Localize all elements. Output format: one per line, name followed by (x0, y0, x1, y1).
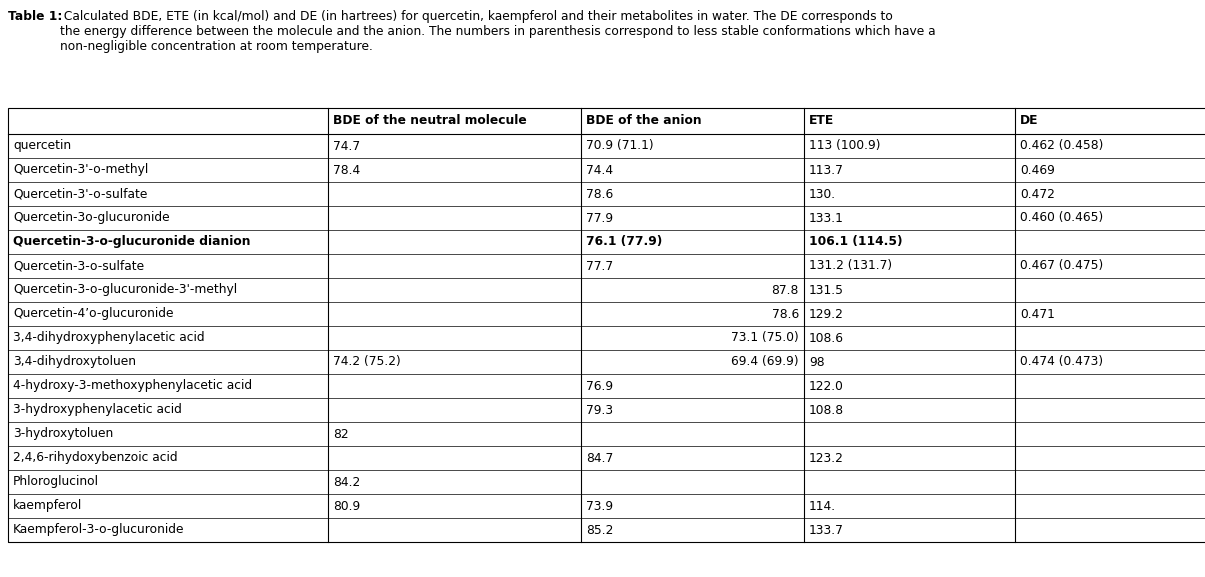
Text: Kaempferol-3-o-glucuronide: Kaempferol-3-o-glucuronide (13, 523, 184, 537)
Text: 114.: 114. (809, 500, 836, 512)
Text: 0.469: 0.469 (1019, 163, 1054, 177)
Text: 122.0: 122.0 (809, 380, 844, 392)
Text: Quercetin-3-o-sulfate: Quercetin-3-o-sulfate (13, 260, 145, 272)
Text: 133.1: 133.1 (809, 212, 844, 224)
Text: 131.2 (131.7): 131.2 (131.7) (809, 260, 892, 272)
Text: 79.3: 79.3 (586, 403, 613, 417)
Text: 0.474 (0.473): 0.474 (0.473) (1019, 355, 1103, 369)
Text: DE: DE (1019, 114, 1039, 128)
Text: 74.4: 74.4 (586, 163, 613, 177)
Text: 85.2: 85.2 (586, 523, 613, 537)
Text: Quercetin-3o-glucuronide: Quercetin-3o-glucuronide (13, 212, 170, 224)
Text: 133.7: 133.7 (809, 523, 844, 537)
Text: 78.6: 78.6 (586, 188, 613, 200)
Text: 98: 98 (809, 355, 824, 369)
Text: 106.1 (114.5): 106.1 (114.5) (809, 235, 903, 249)
Text: 73.1 (75.0): 73.1 (75.0) (731, 332, 799, 344)
Text: 4-hydroxy-3-methoxyphenylacetic acid: 4-hydroxy-3-methoxyphenylacetic acid (13, 380, 252, 392)
Text: 77.7: 77.7 (586, 260, 613, 272)
Text: 77.9: 77.9 (586, 212, 613, 224)
Text: 108.8: 108.8 (809, 403, 845, 417)
Text: 129.2: 129.2 (809, 308, 844, 320)
Text: 3-hydroxyphenylacetic acid: 3-hydroxyphenylacetic acid (13, 403, 182, 417)
Text: 131.5: 131.5 (809, 283, 844, 297)
Text: 3-hydroxytoluen: 3-hydroxytoluen (13, 428, 113, 440)
Text: 82: 82 (333, 428, 348, 440)
Text: 84.7: 84.7 (586, 451, 613, 464)
Text: Quercetin-3-o-glucuronide dianion: Quercetin-3-o-glucuronide dianion (13, 235, 251, 249)
Text: 123.2: 123.2 (809, 451, 844, 464)
Text: 87.8: 87.8 (771, 283, 799, 297)
Text: 108.6: 108.6 (809, 332, 844, 344)
Text: 0.462 (0.458): 0.462 (0.458) (1019, 140, 1104, 152)
Text: Phloroglucinol: Phloroglucinol (13, 475, 99, 489)
Text: ETE: ETE (809, 114, 834, 128)
Text: BDE of the neutral molecule: BDE of the neutral molecule (333, 114, 527, 128)
Text: 3,4-dihydroxytoluen: 3,4-dihydroxytoluen (13, 355, 136, 369)
Text: 76.9: 76.9 (586, 380, 613, 392)
Bar (8, 108, 1205, 542)
Text: 0.460 (0.465): 0.460 (0.465) (1019, 212, 1104, 224)
Text: 69.4 (69.9): 69.4 (69.9) (731, 355, 799, 369)
Text: 78.6: 78.6 (771, 308, 799, 320)
Text: 130.: 130. (809, 188, 836, 200)
Text: 70.9 (71.1): 70.9 (71.1) (586, 140, 653, 152)
Text: 74.7: 74.7 (333, 140, 360, 152)
Text: 73.9: 73.9 (586, 500, 613, 512)
Text: 113.7: 113.7 (809, 163, 844, 177)
Text: 74.2 (75.2): 74.2 (75.2) (333, 355, 401, 369)
Text: 3,4-dihydroxyphenylacetic acid: 3,4-dihydroxyphenylacetic acid (13, 332, 205, 344)
Text: quercetin: quercetin (13, 140, 71, 152)
Text: Calculated BDE, ETE (in kcal/mol) and DE (in hartrees) for quercetin, kaempferol: Calculated BDE, ETE (in kcal/mol) and DE… (60, 10, 935, 53)
Text: 2,4,6-rihydoxybenzoic acid: 2,4,6-rihydoxybenzoic acid (13, 451, 177, 464)
Text: Quercetin-3'-o-sulfate: Quercetin-3'-o-sulfate (13, 188, 147, 200)
Text: 80.9: 80.9 (333, 500, 360, 512)
Text: kaempferol: kaempferol (13, 500, 82, 512)
Text: 113 (100.9): 113 (100.9) (809, 140, 881, 152)
Text: BDE of the anion: BDE of the anion (586, 114, 701, 128)
Text: Quercetin-4’o-glucuronide: Quercetin-4’o-glucuronide (13, 308, 174, 320)
Text: 76.1 (77.9): 76.1 (77.9) (586, 235, 663, 249)
Text: 84.2: 84.2 (333, 475, 360, 489)
Text: Quercetin-3'-o-methyl: Quercetin-3'-o-methyl (13, 163, 148, 177)
Text: Table 1:: Table 1: (8, 10, 63, 23)
Text: Quercetin-3-o-glucuronide-3'-methyl: Quercetin-3-o-glucuronide-3'-methyl (13, 283, 237, 297)
Text: 0.467 (0.475): 0.467 (0.475) (1019, 260, 1104, 272)
Text: 0.471: 0.471 (1019, 308, 1054, 320)
Text: 0.472: 0.472 (1019, 188, 1054, 200)
Text: 78.4: 78.4 (333, 163, 360, 177)
